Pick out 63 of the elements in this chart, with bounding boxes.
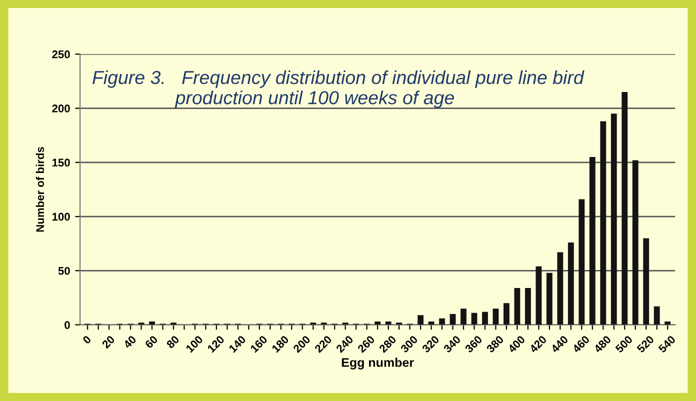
text: Figure 3. Frequency distribution of individual pure line bird production until 100 weeks of age — [92, 70, 584, 108]
bar — [632, 160, 638, 325]
y-tick-label: 150 — [52, 158, 70, 167]
x-tick-label: 180 — [271, 335, 290, 353]
y-tick-label: 50 — [58, 266, 70, 275]
x-tick-label: 220 — [314, 335, 332, 354]
x-tick-label: 380 — [486, 335, 504, 354]
bar — [557, 252, 564, 325]
bar — [622, 92, 628, 325]
x-tick-label: 0 — [82, 335, 92, 344]
y-tick-label: 0 — [64, 321, 70, 329]
x-tick-label: 340 — [442, 335, 462, 354]
x-tick-label: 20 — [101, 335, 116, 349]
bar — [374, 322, 381, 325]
bar — [589, 156, 596, 325]
bar — [492, 308, 499, 325]
bar — [578, 199, 585, 325]
bar — [600, 121, 606, 325]
bar — [643, 238, 650, 325]
x-tick-label: 300 — [400, 335, 418, 354]
y-tick-label: 250 — [52, 50, 70, 58]
bar — [450, 314, 456, 325]
bar — [385, 322, 392, 325]
bar — [536, 266, 542, 325]
y-axis-title: Number of birds — [36, 147, 44, 232]
bar — [525, 288, 531, 325]
bar — [568, 242, 574, 325]
x-tick-label: 540 — [658, 335, 676, 354]
x-tick-label: 40 — [122, 335, 137, 349]
x-tick-label: 320 — [421, 335, 440, 354]
bar — [460, 308, 466, 325]
bar — [610, 114, 617, 325]
bar — [546, 272, 552, 325]
bar — [418, 315, 424, 325]
x-tick-label: 200 — [292, 335, 311, 354]
bar — [471, 312, 478, 325]
bar — [654, 306, 660, 325]
x-tick-label: 420 — [528, 335, 548, 354]
x-tick-label: 80 — [166, 335, 180, 349]
x-axis-title: Egg number — [342, 358, 414, 370]
bar — [149, 322, 155, 325]
bar — [482, 312, 488, 325]
x-tick-label: 480 — [593, 335, 612, 354]
x-tick-label: 60 — [144, 335, 158, 349]
y-tick-label: 100 — [52, 212, 70, 221]
bar — [664, 322, 671, 325]
x-tick-label: 160 — [250, 335, 268, 353]
x-tick-label: 100 — [185, 335, 204, 353]
x-tick-label: 500 — [614, 335, 633, 354]
x-tick-label: 520 — [636, 335, 654, 354]
x-tick-label: 240 — [336, 335, 354, 354]
x-tick-label: 120 — [206, 335, 225, 353]
x-tick-label: 460 — [572, 335, 590, 354]
bar — [504, 303, 510, 325]
x-tick-label: 260 — [357, 335, 376, 354]
bar — [439, 318, 445, 325]
y-tick-label: 200 — [52, 104, 70, 112]
x-tick-label: 400 — [507, 335, 526, 354]
x-tick-label: 140 — [228, 335, 246, 353]
x-tick-label: 280 — [378, 335, 397, 354]
bar — [514, 288, 520, 325]
x-tick-label: 440 — [550, 335, 569, 354]
x-tick-label: 360 — [464, 335, 483, 354]
